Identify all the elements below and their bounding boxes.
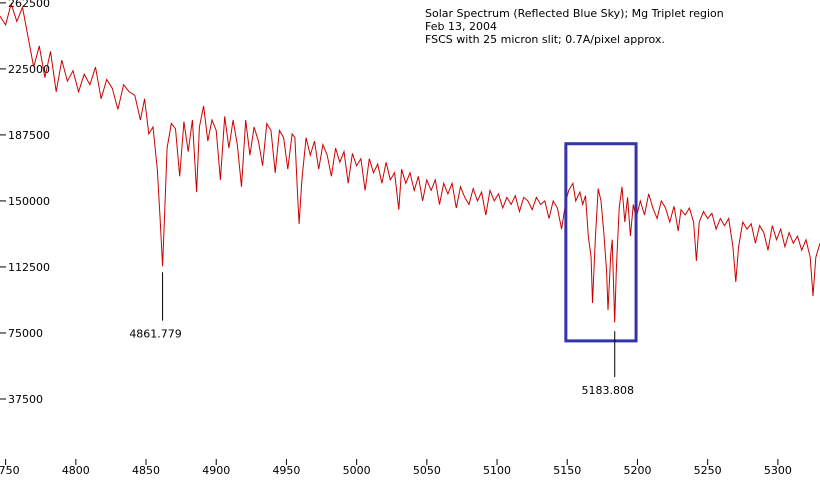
x-tick-label: 4750 [0,464,20,477]
y-axis: 37500 75000 112500 150000 187500 225000 262500 [0,0,50,406]
x-tick-label: 5250 [694,464,722,477]
chart-title: Solar Spectrum (Reflected Blue Sky); Mg … [425,7,724,46]
y-tick-label: 262500 [8,0,50,10]
y-tick-label: 187500 [8,129,50,142]
spectrum-series-line [0,2,820,323]
y-tick-label: 225000 [8,63,50,76]
x-tick-label: 4950 [272,464,300,477]
title-line-2: Feb 13, 2004 [425,20,497,33]
x-tick-label: 5100 [483,464,511,477]
line-annotations: 4861.779 5183.808 [129,272,634,397]
x-tick-label: 5150 [553,464,581,477]
title-line-1: Solar Spectrum (Reflected Blue Sky); Mg … [425,7,724,20]
x-tick-label: 5000 [343,464,371,477]
y-tick-label: 37500 [8,393,43,406]
x-tick-label: 4900 [202,464,230,477]
x-tick-label: 4800 [62,464,90,477]
annotation-label: 4861.779 [129,328,182,341]
x-tick-label: 5200 [623,464,651,477]
mg-triplet-highlight-box [564,142,638,343]
x-axis: 4750 4800 4850 4900 4950 5000 5050 5100 5150 5200… [0,459,792,477]
x-tick-label: 5300 [764,464,792,477]
annotation-label: 5183.808 [581,384,634,397]
x-tick-label: 4850 [132,464,160,477]
title-line-3: FSCS with 25 micron slit; 0.7A/pixel app… [425,33,665,46]
y-tick-label: 75000 [8,327,43,340]
y-tick-label: 112500 [8,261,50,274]
x-tick-label: 5050 [413,464,441,477]
y-tick-label: 150000 [8,195,50,208]
